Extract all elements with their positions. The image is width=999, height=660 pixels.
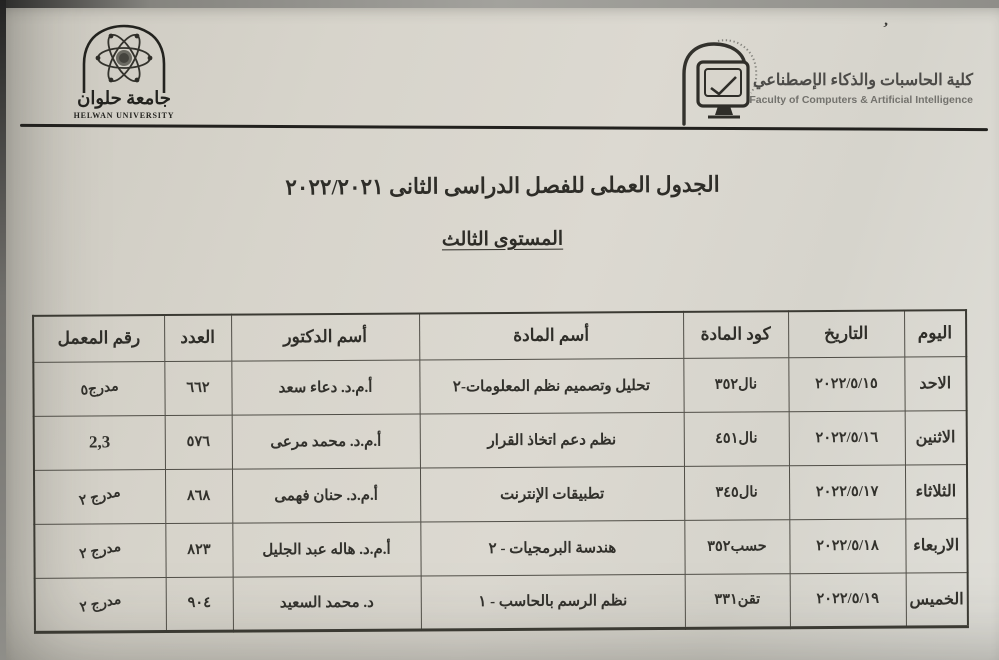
lab-cell: مدرج٥ bbox=[33, 361, 165, 416]
monitor-icon bbox=[696, 60, 750, 119]
lab-cell: مدرج ٢ bbox=[34, 577, 166, 632]
day-cell: الخميس bbox=[905, 572, 968, 627]
doctor-cell: أ.م.د. دعاء سعد bbox=[231, 359, 420, 415]
code-cell: نال٤٥١ bbox=[683, 411, 789, 466]
col-header-doctor: أسم الدكتور bbox=[231, 313, 420, 361]
lab-cell: 2,3 bbox=[33, 415, 165, 470]
count-cell: ٨٦٨ bbox=[164, 468, 233, 524]
code-cell: تقن٣٣١ bbox=[684, 573, 790, 628]
photo-edge-left bbox=[0, 0, 6, 660]
day-cell: الاحد bbox=[904, 356, 967, 411]
page-title: الجدول العملى للفصل الدراسى الثانى ٢٠٢٢/… bbox=[285, 172, 720, 200]
faculty-logo bbox=[682, 39, 758, 126]
course-cell: نظم الرسم بالحاسب - ١ bbox=[420, 573, 685, 630]
faculty-title-block: كلية الحاسبات والذكاء الإصطناعي Faculty … bbox=[741, 70, 973, 106]
header-divider bbox=[19, 123, 989, 132]
code-cell: نال٣٥٢ bbox=[683, 357, 789, 412]
count-cell: ٩٠٤ bbox=[165, 576, 233, 632]
faculty-name-arabic: كلية الحاسبات والذكاء الإصطناعي bbox=[753, 72, 973, 89]
date-cell: ٢٠٢٢/٥/١٧ bbox=[788, 464, 906, 520]
lab-value: 2,3 bbox=[88, 432, 111, 452]
table-row: الاحد ٢٠٢٢/٥/١٥ نال٣٥٢ تحليل وتصميم نظم … bbox=[33, 356, 967, 416]
day-cell: الاربعاء bbox=[905, 518, 968, 573]
faculty-name-english: Faculty of Computers & Artificial Intell… bbox=[749, 94, 973, 106]
photo-edge-top bbox=[0, 0, 999, 8]
col-header-count: العدد bbox=[164, 314, 232, 362]
atom-icon bbox=[95, 33, 153, 83]
course-cell: هندسة البرمجيات - ٢ bbox=[420, 519, 685, 576]
lab-cell: مدرج ٢ bbox=[34, 523, 166, 578]
col-header-date: التاريخ bbox=[788, 310, 905, 358]
lab-value: مدرج ٢ bbox=[77, 484, 122, 509]
doctor-cell: أ.م.د. حنان فهمى bbox=[231, 467, 421, 523]
table-row: الثلاثاء ٢٠٢٢/٥/١٧ نال٣٤٥ تطبيقات الإنتر… bbox=[33, 464, 968, 524]
arch-icon bbox=[82, 24, 166, 93]
scanned-paper: جامعة حلوان HELWAN UNIVERSITY كلية الحاس… bbox=[6, 8, 999, 660]
date-cell: ٢٠٢٢/٥/١٩ bbox=[789, 572, 906, 628]
table-row: الاربعاء ٢٠٢٢/٥/١٨ حسب٣٥٢ هندسة البرمجيا… bbox=[34, 518, 968, 578]
lab-cell: مدرج ٢ bbox=[33, 469, 166, 524]
course-cell: تطبيقات الإنترنت bbox=[419, 465, 685, 522]
university-name-english: HELWAN UNIVERSITY bbox=[74, 111, 175, 120]
course-cell: نظم دعم اتخاذ القرار bbox=[419, 411, 684, 468]
day-cell: الاثنين bbox=[904, 410, 967, 465]
date-cell: ٢٠٢٢/٥/١٨ bbox=[789, 518, 906, 574]
count-cell: ٦٦٢ bbox=[164, 360, 232, 416]
code-cell: حسب٣٥٢ bbox=[684, 519, 790, 574]
arch-icon bbox=[682, 39, 758, 126]
header-row: اليوم التاريخ كود المادة أسم المادة أسم … bbox=[33, 310, 967, 362]
doctor-cell: د. محمد السعيد bbox=[232, 575, 421, 631]
page-subtitle-text: المستوى الثالث bbox=[441, 228, 564, 251]
lab-value: مدرج ٢ bbox=[78, 538, 123, 562]
date-cell: ٢٠٢٢/٥/١٦ bbox=[788, 410, 905, 466]
doctor-cell: أ.م.د. هاله عبد الجليل bbox=[232, 521, 421, 577]
date-cell: ٢٠٢٢/٥/١٥ bbox=[788, 356, 905, 412]
scan-noise-mark: ’ bbox=[880, 19, 890, 38]
code-cell: نال٣٤٥ bbox=[683, 465, 790, 520]
col-header-lab: رقم المعمل bbox=[33, 315, 165, 362]
col-header-day: اليوم bbox=[904, 310, 967, 357]
schedule-table: اليوم التاريخ كود المادة أسم المادة أسم … bbox=[32, 309, 969, 634]
day-cell: الثلاثاء bbox=[904, 464, 968, 519]
helwan-university-logo: جامعة حلوان HELWAN UNIVERSITY bbox=[74, 24, 175, 120]
university-name-arabic: جامعة حلوان bbox=[77, 88, 171, 109]
lab-value: مدرج ٢ bbox=[78, 592, 123, 616]
course-cell: تحليل وتصميم نظم المعلومات-٢ bbox=[419, 357, 684, 414]
col-header-code: كود المادة bbox=[683, 311, 789, 358]
col-header-course: أسم المادة bbox=[419, 311, 684, 360]
count-cell: ٨٢٣ bbox=[165, 522, 233, 578]
lab-value: مدرج٥ bbox=[79, 378, 120, 399]
count-cell: ٥٧٦ bbox=[164, 414, 232, 470]
doctor-cell: أ.م.د. محمد مرعى bbox=[231, 413, 420, 469]
table-row: الاثنين ٢٠٢٢/٥/١٦ نال٤٥١ نظم دعم اتخاذ ا… bbox=[33, 410, 967, 470]
page-subtitle: المستوى الثالث bbox=[6, 225, 999, 255]
table-row: الخميس ٢٠٢٢/٥/١٩ تقن٣٣١ نظم الرسم بالحاس… bbox=[34, 572, 968, 632]
